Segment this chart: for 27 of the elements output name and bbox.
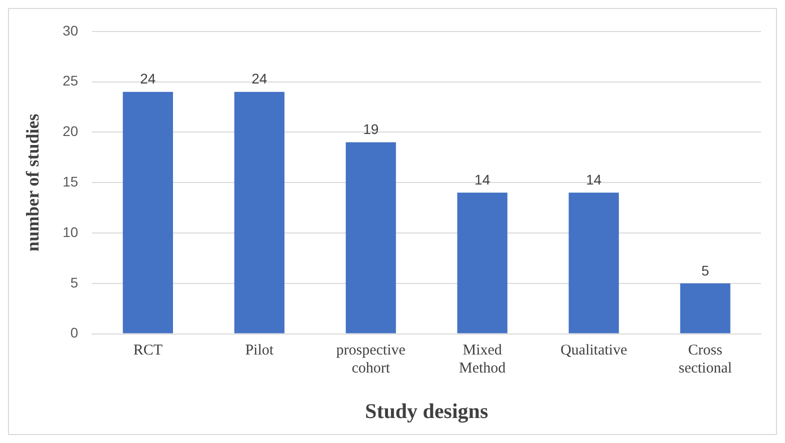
data-label: 14 [586,172,602,188]
y-tick-label: 15 [62,173,78,190]
bar [680,283,730,334]
data-label: 24 [252,70,268,87]
y-tick-label: 0 [70,324,78,341]
bar [568,192,619,334]
data-label: 14 [474,172,490,188]
y-axis-title: number of studies [22,114,42,252]
bar [234,92,284,334]
data-label: 24 [140,70,156,87]
bar [457,192,508,334]
y-tick-label: 30 [62,22,78,38]
x-tick-label: Cross sectional [678,342,732,377]
x-axis-title: Study designs [365,398,488,423]
x-tick-label: RCT [133,342,162,359]
x-tick-label: Mixed Method [458,342,506,377]
x-tick-label: Qualitative [560,342,628,359]
y-tick-label: 25 [62,72,78,89]
y-tick-label: 10 [62,224,78,240]
bar [122,92,173,334]
y-tick-label: 20 [62,123,78,140]
data-label: 5 [701,262,710,278]
x-tick-label: Pilot [245,342,274,359]
bar [346,142,396,334]
x-tick-label: prospective cohort [336,342,406,377]
y-tick-label: 5 [70,274,78,290]
data-label: 19 [363,121,379,138]
